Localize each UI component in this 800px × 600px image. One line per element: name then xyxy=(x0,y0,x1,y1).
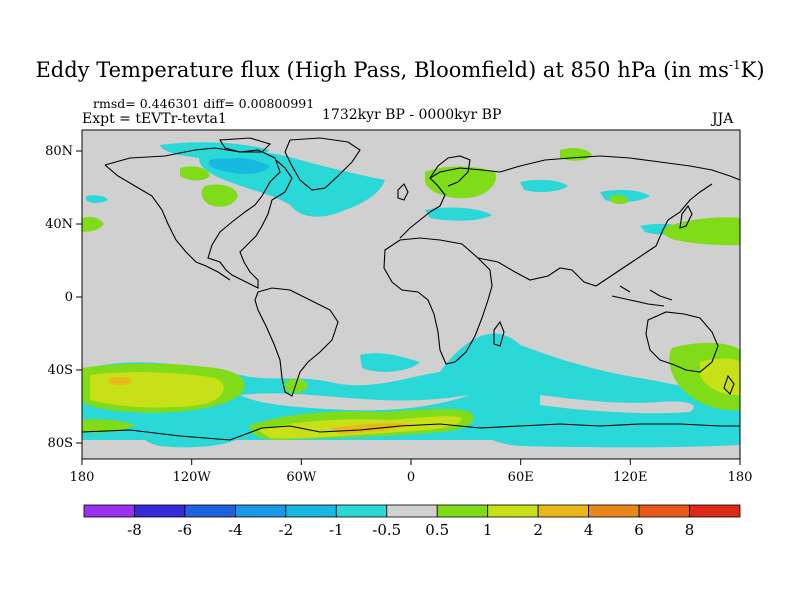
lat-label: 40S xyxy=(48,363,73,378)
coastlines xyxy=(82,137,740,441)
colorbar-label: 4 xyxy=(583,521,594,539)
coastline-eurasia xyxy=(399,155,740,239)
colorbar-label: -1 xyxy=(328,521,344,539)
green-region-canada xyxy=(180,166,210,181)
coastline-antarctica xyxy=(82,423,740,441)
lat-labels: 80N 40N 0 40S 80S xyxy=(45,144,73,451)
season-label: JJA xyxy=(712,111,734,127)
axis-ticks xyxy=(76,150,741,465)
plot-title: Eddy Temperature flux (High Pass, Bloomf… xyxy=(35,58,765,82)
green-region-south-pacific-east xyxy=(82,419,135,433)
gray-gap xyxy=(240,393,470,411)
colorbar-swatch xyxy=(487,504,539,518)
lon-label: 120E xyxy=(613,470,647,485)
cyan-region-southern-ocean xyxy=(82,333,740,440)
lat-label: 0 xyxy=(65,290,73,305)
green-region-scandinavia xyxy=(425,166,497,199)
colorbar-swatch xyxy=(83,504,135,518)
lon-label: 60W xyxy=(286,470,317,485)
colorbar-label: 2 xyxy=(533,521,543,539)
lat-label: 80S xyxy=(48,436,73,451)
coastline-australia xyxy=(645,311,719,373)
green-region-atlantic-small xyxy=(610,194,628,205)
colorbar xyxy=(83,504,741,518)
lat-label: 80N xyxy=(45,144,73,159)
cyan-region-south-atlantic-west xyxy=(360,353,420,372)
colorbar-swatch xyxy=(234,504,287,518)
green-region-south-america xyxy=(285,378,308,394)
coastline-indonesia xyxy=(611,285,673,307)
orange-spot-south-pacific xyxy=(108,377,132,385)
colorbar-swatch xyxy=(588,504,640,518)
coastline-madagascar xyxy=(493,320,505,347)
coastline-greenland xyxy=(284,137,361,191)
cyan-region-arctic-pacific xyxy=(86,195,108,203)
coastline-new-zealand xyxy=(723,374,735,395)
cyan-region-antarctic-east xyxy=(479,419,740,448)
cyan-region-europe xyxy=(425,207,492,221)
colorbar-swatch xyxy=(335,504,388,518)
coastline-scandinavia xyxy=(429,155,471,187)
colorbar-label: -8 xyxy=(127,521,142,539)
colorbar-label: 0.5 xyxy=(425,521,450,539)
colorbar-label: -6 xyxy=(177,521,193,539)
stats-label: rmsd= 0.446301 diff= 0.00800991 xyxy=(93,96,315,111)
colorbar-label: -2 xyxy=(278,521,294,539)
colorbar-swatch xyxy=(386,504,438,518)
colorbar-swatch xyxy=(134,504,186,518)
green-region-north-pacific-east xyxy=(663,217,740,246)
colorbar-label: -0.5 xyxy=(372,521,402,539)
colorbar-swatch xyxy=(638,504,690,518)
lon-label: 120W xyxy=(173,470,212,485)
blue-region-canada xyxy=(208,157,270,174)
anomaly-fields xyxy=(82,142,740,448)
coastline-canadian-islands xyxy=(219,137,272,153)
cyan-region-antarctic xyxy=(142,422,250,448)
lon-label: 180 xyxy=(728,470,753,485)
colorbar-label: 8 xyxy=(684,521,695,539)
colorbar-swatch xyxy=(285,504,337,518)
colorbar-label: -4 xyxy=(228,521,243,539)
colorbar-swatch xyxy=(184,504,236,518)
coastline-north-america xyxy=(104,147,293,289)
yellow-region-south-pacific xyxy=(90,372,224,408)
lon-label: 0 xyxy=(407,470,415,485)
yellow-region-australia xyxy=(700,358,740,396)
lon-label: 60E xyxy=(508,470,534,485)
coastline-japan xyxy=(679,204,693,229)
lon-label: 180 xyxy=(70,470,95,485)
colorbar-swatch xyxy=(537,504,590,518)
period-label: 1732kyr BP - 0000kyr BP xyxy=(322,107,502,123)
colorbar-swatch xyxy=(436,504,489,518)
cyan-region-arctic xyxy=(160,142,270,159)
colorbar-swatch xyxy=(689,504,741,518)
coastline-britain xyxy=(397,183,409,201)
coastline-africa xyxy=(383,237,493,365)
cyan-region-eurasia xyxy=(520,179,568,193)
coastline-west-north-america xyxy=(104,164,231,281)
gray-gap xyxy=(540,395,694,414)
colorbar-label: 6 xyxy=(634,521,644,539)
experiment-label: Expt = tEVTr-tevta1 xyxy=(82,111,227,127)
green-region-north-america xyxy=(201,184,238,207)
coastline-asia-south xyxy=(477,183,713,287)
lon-labels: 180 120W 60W 0 60E 120E 180 xyxy=(70,470,753,485)
lat-label: 40N xyxy=(45,217,73,232)
green-region-north-pacific-west xyxy=(82,216,104,232)
colorbar-label: 1 xyxy=(482,521,493,539)
coastline-south-america xyxy=(254,287,339,397)
